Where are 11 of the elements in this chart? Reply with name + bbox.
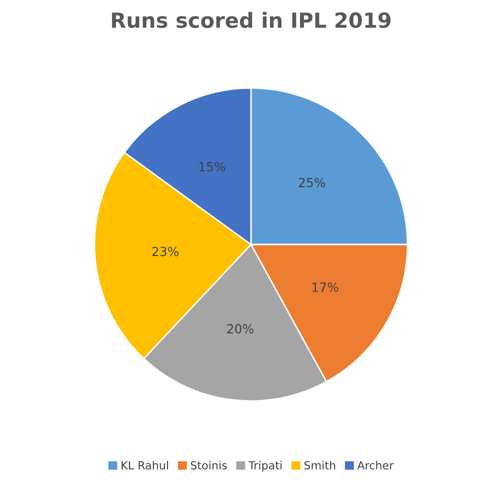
data-label: 20% — [227, 324, 254, 334]
chart-title: Runs scored in IPL 2019 — [112, 12, 391, 28]
data-label: 15% — [199, 162, 226, 172]
legend-label: Archer — [357, 460, 394, 470]
data-label: 17% — [312, 282, 338, 292]
legend-label: Smith — [304, 460, 336, 470]
legend-label: Tripati — [248, 460, 282, 472]
legend-label: Stoinis — [190, 460, 227, 470]
data-label: 23% — [152, 246, 179, 256]
data-label: 25% — [298, 178, 326, 188]
legend-label: KL Rahul — [122, 460, 168, 470]
